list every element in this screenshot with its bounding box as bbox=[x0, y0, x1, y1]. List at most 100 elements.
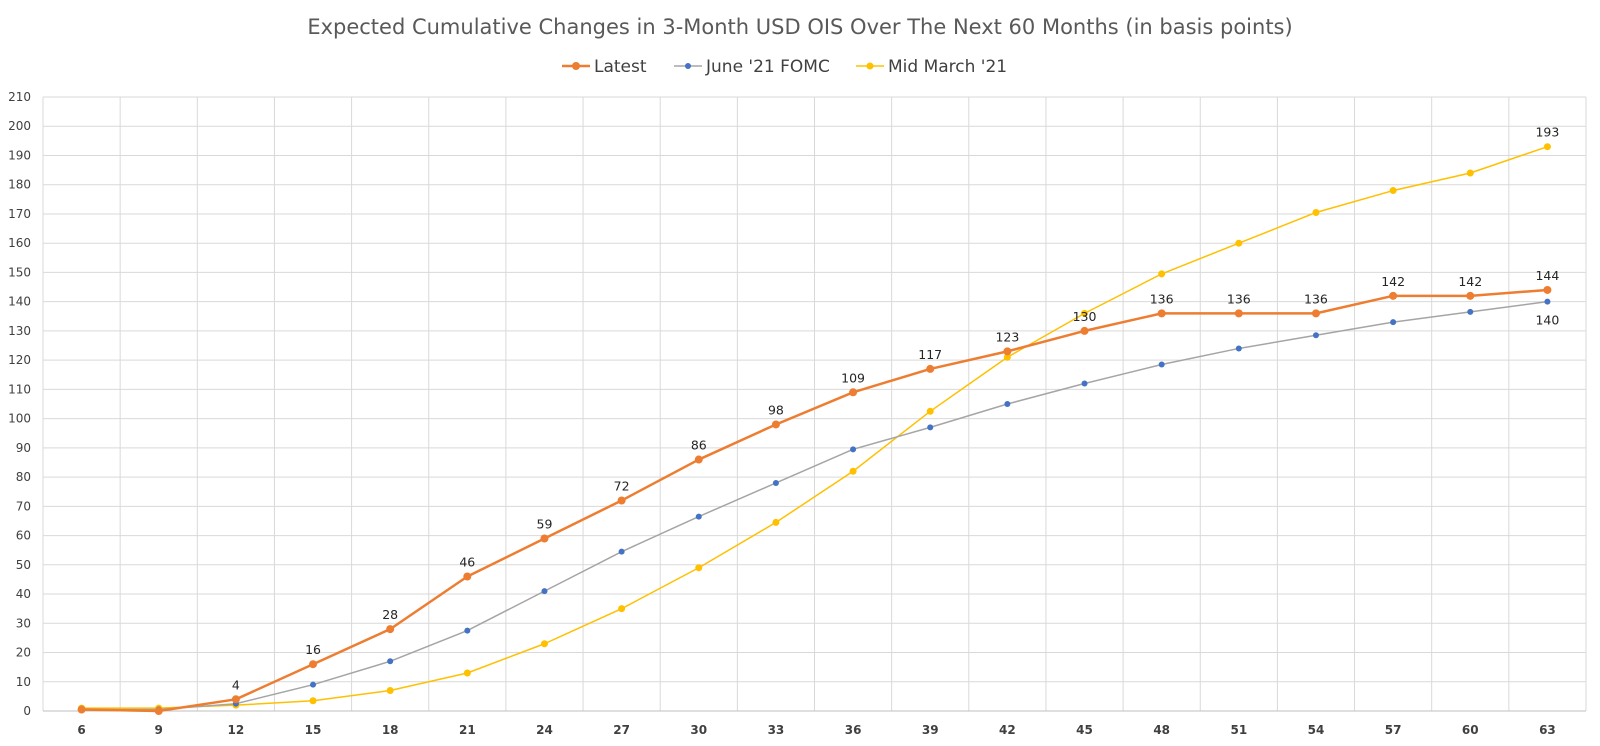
data-label: 193 bbox=[1535, 125, 1559, 140]
data-point bbox=[1312, 332, 1319, 339]
data-point bbox=[386, 625, 395, 634]
y-tick-label: 110 bbox=[8, 382, 31, 396]
data-point bbox=[463, 669, 471, 677]
y-tick-label: 90 bbox=[16, 441, 31, 455]
data-point bbox=[926, 364, 935, 373]
legend-marker bbox=[572, 62, 580, 70]
data-point bbox=[1003, 353, 1011, 361]
data-point bbox=[1390, 319, 1397, 326]
x-tick-label: 15 bbox=[305, 723, 322, 737]
data-point bbox=[1466, 169, 1474, 177]
data-label: 46 bbox=[459, 555, 475, 570]
x-tick-label: 12 bbox=[228, 723, 245, 737]
series-line bbox=[81, 300, 1548, 711]
x-axis: 6 9 12 15 18 21 24 27 30 33 36 39 42 45 48 51 54 57 60 63 bbox=[77, 723, 1555, 737]
x-tick-label: 30 bbox=[690, 723, 707, 737]
y-tick-label: 20 bbox=[16, 646, 31, 660]
data-point bbox=[386, 687, 394, 695]
legend-item: June '21 FOMC bbox=[674, 57, 830, 77]
data-label: 144 bbox=[1535, 268, 1559, 283]
data-label: 86 bbox=[691, 438, 707, 453]
data-point bbox=[618, 605, 626, 613]
data-point bbox=[1544, 298, 1551, 305]
data-point bbox=[618, 548, 625, 555]
x-tick-label: 33 bbox=[768, 723, 785, 737]
data-label: 4 bbox=[232, 677, 240, 692]
legend-item: Mid March '21 bbox=[856, 57, 1007, 77]
data-point bbox=[309, 660, 318, 669]
data-point bbox=[540, 534, 549, 543]
x-tick-label: 42 bbox=[999, 723, 1016, 737]
data-point bbox=[154, 707, 163, 715]
x-tick-label: 6 bbox=[77, 723, 85, 737]
data-point bbox=[694, 455, 703, 464]
data-point bbox=[1389, 291, 1398, 300]
data-point bbox=[541, 588, 548, 595]
data-label: 72 bbox=[614, 478, 630, 493]
data-label: 117 bbox=[918, 347, 942, 362]
x-tick-label: 57 bbox=[1385, 723, 1402, 737]
data-point bbox=[77, 705, 86, 714]
y-tick-label: 200 bbox=[8, 119, 31, 133]
data-label: 142 bbox=[1381, 274, 1405, 289]
x-tick-label: 24 bbox=[536, 723, 553, 737]
data-label: 28 bbox=[382, 607, 398, 622]
data-point bbox=[1003, 347, 1012, 356]
x-tick-label: 63 bbox=[1539, 723, 1556, 737]
data-point bbox=[309, 697, 317, 705]
data-point bbox=[1080, 326, 1089, 335]
data-point bbox=[387, 658, 394, 665]
series-mid-march-21 bbox=[78, 143, 1551, 712]
x-tick-label: 54 bbox=[1308, 723, 1325, 737]
data-label: 59 bbox=[537, 516, 553, 531]
data-point bbox=[1234, 309, 1243, 318]
data-point bbox=[1157, 309, 1166, 318]
x-tick-label: 36 bbox=[845, 723, 862, 737]
x-tick-label: 51 bbox=[1230, 723, 1247, 737]
data-point bbox=[1235, 345, 1242, 352]
data-point bbox=[849, 467, 857, 475]
data-point bbox=[695, 513, 702, 520]
chart-title: Expected Cumulative Changes in 3-Month U… bbox=[307, 15, 1292, 39]
x-tick-label: 18 bbox=[382, 723, 399, 737]
data-labels: 4 16 28 46 59 72 86 98 109 117 123 130 136 136 136 142 1… bbox=[232, 125, 1560, 693]
y-tick-label: 0 bbox=[23, 704, 31, 718]
data-point bbox=[1081, 309, 1089, 317]
y-tick-label: 180 bbox=[8, 178, 31, 192]
y-tick-label: 100 bbox=[8, 412, 31, 426]
legend-label: Mid March '21 bbox=[888, 57, 1007, 77]
x-tick-label: 21 bbox=[459, 723, 476, 737]
data-label: 123 bbox=[995, 329, 1019, 344]
chart-legend: Latest June '21 FOMC Mid March '21 bbox=[562, 57, 1007, 77]
y-tick-label: 70 bbox=[16, 499, 31, 513]
data-label: 136 bbox=[1150, 291, 1174, 306]
data-point bbox=[1235, 239, 1243, 247]
y-tick-label: 120 bbox=[8, 353, 31, 367]
data-label: 16 bbox=[305, 642, 321, 657]
y-tick-label: 60 bbox=[16, 529, 31, 543]
data-point bbox=[231, 695, 240, 704]
data-point bbox=[1543, 285, 1552, 294]
data-point bbox=[926, 407, 934, 415]
series-line bbox=[81, 145, 1548, 709]
data-point bbox=[772, 518, 780, 526]
data-point bbox=[850, 446, 857, 453]
data-point bbox=[1312, 208, 1320, 216]
x-tick-label: 27 bbox=[613, 723, 630, 737]
data-point bbox=[464, 627, 471, 634]
x-tick-label: 9 bbox=[155, 723, 163, 737]
y-tick-label: 210 bbox=[8, 90, 31, 104]
data-label: 140 bbox=[1535, 313, 1559, 328]
y-tick-label: 130 bbox=[8, 324, 31, 338]
data-point bbox=[849, 388, 858, 397]
data-point bbox=[463, 572, 472, 581]
data-point bbox=[771, 420, 780, 429]
data-label: 130 bbox=[1073, 309, 1097, 324]
data-point bbox=[927, 424, 934, 431]
y-tick-label: 160 bbox=[8, 236, 31, 250]
data-label: 136 bbox=[1227, 291, 1251, 306]
legend-label: June '21 FOMC bbox=[705, 57, 830, 77]
grid-lines bbox=[42, 96, 1587, 712]
data-label: 98 bbox=[768, 402, 784, 417]
series-group bbox=[77, 143, 1552, 715]
